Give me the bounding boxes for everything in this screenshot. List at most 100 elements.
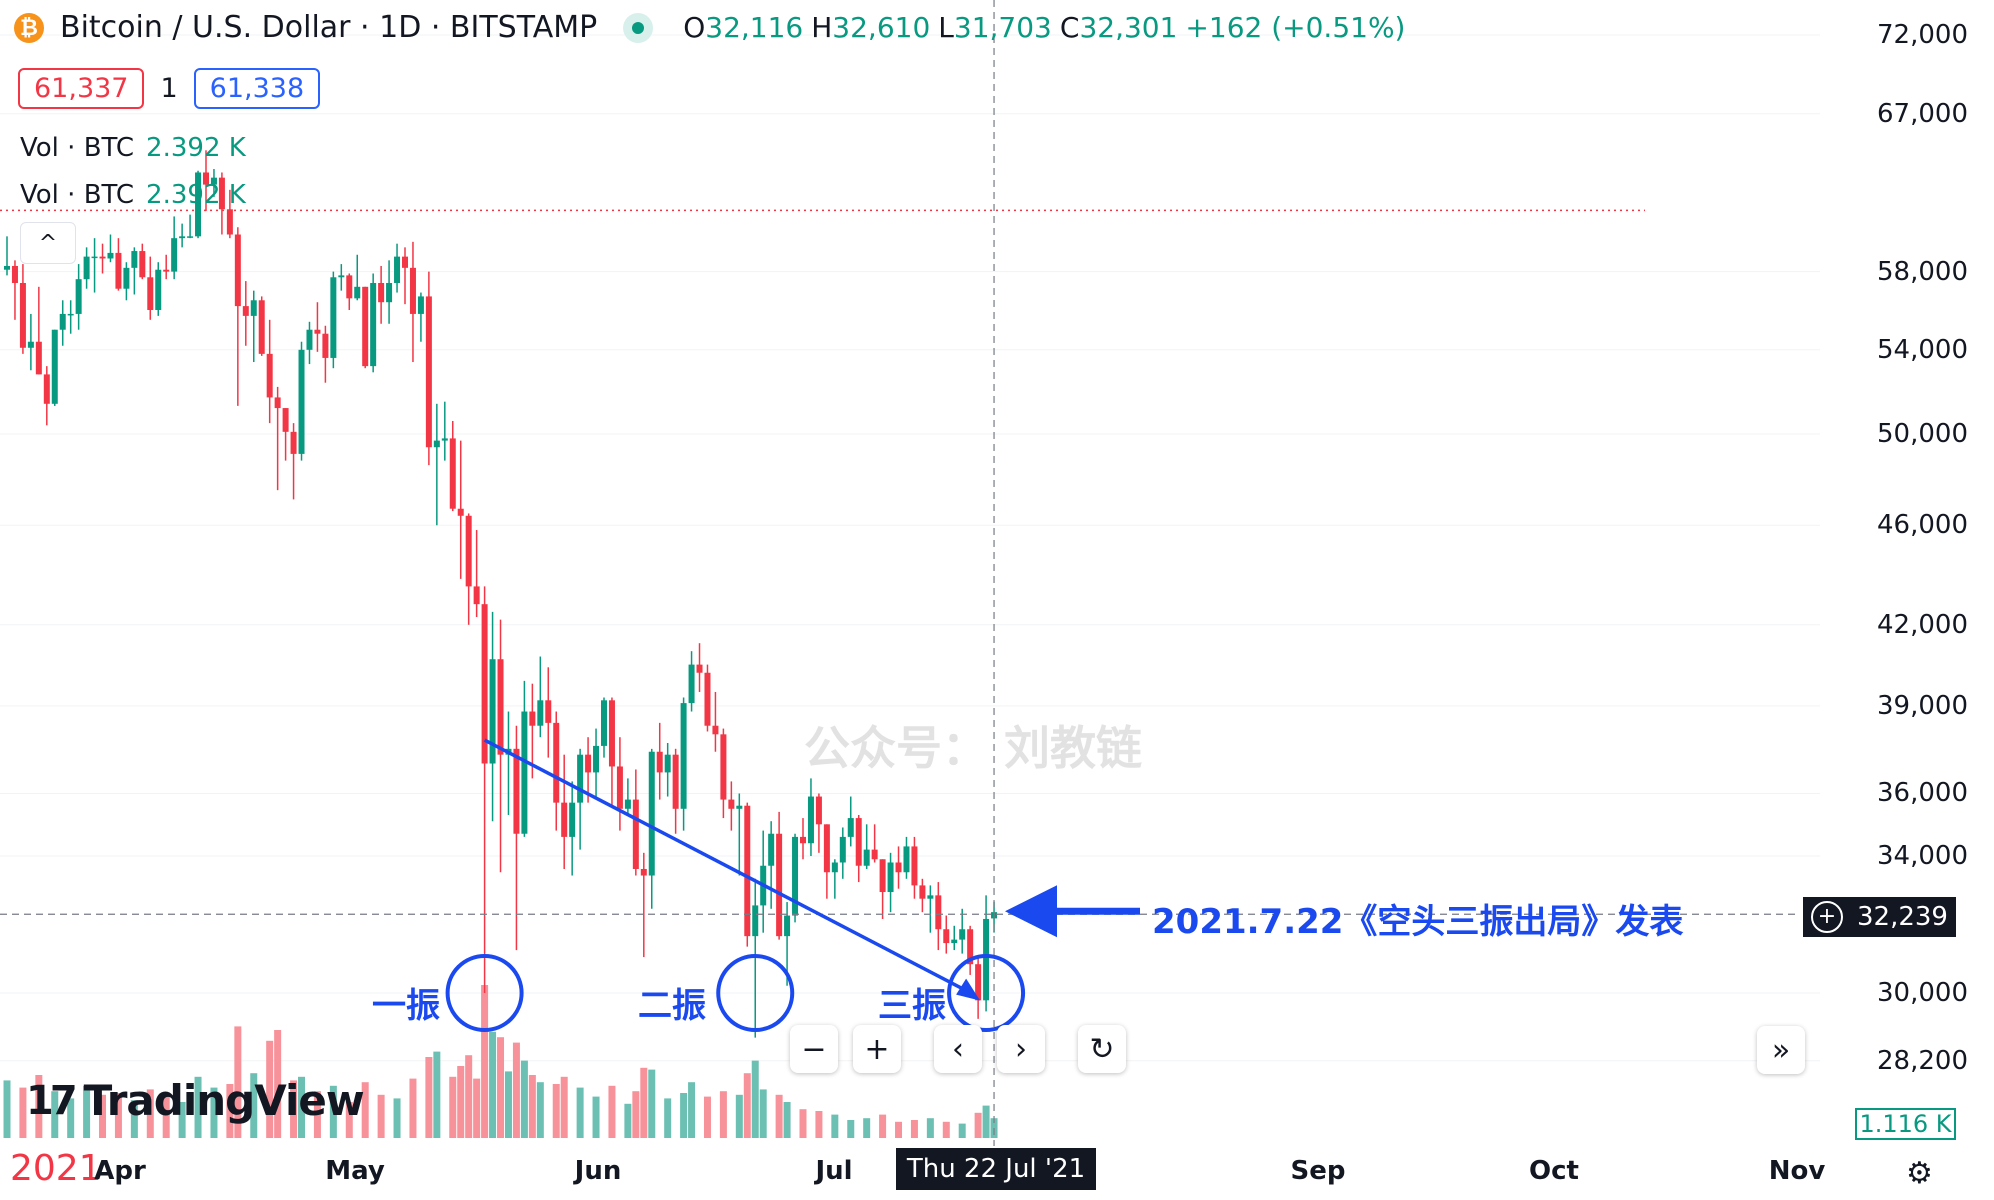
price-tick-label: 28,200 — [1877, 1045, 1968, 1076]
time-tick-label: Sep — [1290, 1156, 1346, 1186]
tradingview-logo[interactable]: 17 TradingView — [26, 1076, 365, 1125]
volume-bar — [942, 1121, 950, 1138]
trade-prices: 61,337 1 61,338 — [18, 68, 321, 109]
time-tick-label: Apr — [94, 1156, 146, 1186]
scroll-right-button[interactable]: › — [997, 1025, 1045, 1073]
candle-body — [696, 664, 703, 673]
volume-bar — [895, 1121, 903, 1138]
candle-body — [234, 234, 241, 307]
candle-body — [983, 918, 990, 1001]
double-chevron-right-icon: » — [1771, 1032, 1791, 1068]
collapse-legend-button[interactable]: ^ — [20, 222, 76, 264]
candle-body — [521, 711, 528, 834]
volume-bar — [266, 1040, 274, 1138]
volume-bar — [520, 1060, 528, 1138]
volume-legend-1[interactable]: Vol · BTC 2.392 K — [20, 133, 246, 163]
volume-bar — [3, 1080, 11, 1138]
volume-legend-2[interactable]: Vol · BTC 2.392 K — [20, 180, 246, 210]
candle-body — [943, 929, 950, 944]
volume-value: 2.392 K — [146, 133, 246, 163]
volume-bar — [226, 1084, 234, 1138]
candle-body — [624, 799, 631, 809]
annotation-announcement: 2021.7.22《空头三振出局》发表 — [1152, 902, 1684, 942]
volume-bar — [879, 1114, 887, 1138]
volume-bar — [512, 1042, 520, 1138]
candle-body — [242, 306, 249, 316]
candle-body — [115, 252, 122, 289]
candle-body — [497, 659, 504, 755]
candle-body — [815, 796, 822, 825]
buy-price-button[interactable]: 61,338 — [193, 68, 321, 109]
volume-bar — [560, 1076, 568, 1138]
annotation-shake-1: 一振 — [372, 986, 440, 1026]
tradingview-mark-icon: 17 — [26, 1077, 78, 1124]
candle-body — [608, 700, 615, 767]
candle-body — [967, 929, 974, 965]
volume-bar — [608, 1085, 616, 1138]
close-value: 32,301 — [1079, 11, 1178, 44]
candle-body — [218, 177, 225, 210]
volume-bar — [250, 1073, 258, 1138]
volume-bar — [680, 1093, 688, 1138]
volume-bar — [783, 1102, 791, 1138]
volume-bar — [178, 1102, 186, 1138]
volume-bar — [473, 1078, 481, 1138]
candle-body — [640, 868, 647, 876]
candle-body — [83, 256, 90, 280]
candle-body — [648, 751, 655, 876]
candle-body — [704, 672, 711, 726]
time-tick-label: May — [325, 1156, 385, 1186]
volume-bar — [425, 1057, 433, 1138]
close-label: C — [1059, 11, 1080, 44]
price-tick-label: 30,000 — [1877, 978, 1968, 1008]
volume-bar — [298, 1076, 306, 1138]
volume-bar — [146, 1089, 154, 1138]
current-price-label[interactable]: + 32,239 — [1803, 897, 1956, 937]
candle-body — [919, 885, 926, 899]
add-plus-icon[interactable]: + — [1811, 901, 1843, 933]
time-axis-year: 2021 — [10, 1148, 102, 1189]
candle-body — [831, 862, 838, 873]
zoom-in-button[interactable]: + — [853, 1025, 901, 1073]
candle-body — [935, 895, 942, 930]
candle-body — [513, 748, 520, 834]
candle-body — [537, 700, 544, 726]
candle-body — [975, 964, 982, 1001]
time-tick-label: Oct — [1529, 1156, 1579, 1186]
candle-body — [800, 836, 806, 844]
candle-body — [887, 862, 894, 893]
candle-body — [330, 277, 337, 358]
reset-chart-button[interactable]: ↻ — [1078, 1025, 1126, 1073]
annotation-shake-2: 二振 — [638, 986, 706, 1026]
zoom-out-button[interactable]: − — [790, 1025, 838, 1073]
crosshair-date-label: Thu 22 Jul '21 — [896, 1148, 1096, 1190]
sell-price-button[interactable]: 61,337 — [18, 68, 145, 109]
volume-label: Vol · BTC — [20, 133, 135, 163]
candle-body — [362, 286, 369, 367]
candle-body — [4, 265, 10, 270]
scroll-left-button[interactable]: ‹ — [934, 1025, 982, 1073]
volume-last-label: 1.116 K — [1855, 1108, 1956, 1140]
settings-icon[interactable]: ⚙ — [1906, 1156, 1933, 1191]
candle-body — [91, 256, 98, 259]
volume-bar — [831, 1114, 839, 1138]
candle-body — [823, 824, 830, 873]
symbol-header: ₿ Bitcoin / U.S. Dollar · 1D · BITSTAMP … — [14, 10, 1405, 45]
candle-body — [187, 236, 194, 238]
volume-bar — [719, 1091, 727, 1138]
symbol-title[interactable]: Bitcoin / U.S. Dollar · 1D · BITSTAMP — [60, 10, 598, 45]
candle-body — [163, 269, 170, 272]
bitcoin-icon: ₿ — [14, 12, 44, 43]
goto-realtime-button[interactable]: » — [1757, 1026, 1805, 1074]
volume-bar — [35, 1075, 43, 1138]
current-price-value: 32,239 — [1857, 902, 1948, 932]
volume-label: Vol · BTC — [20, 180, 135, 210]
price-tick-label: 39,000 — [1877, 690, 1968, 721]
candle-body — [402, 256, 408, 268]
volume-bar — [210, 1087, 218, 1138]
candle-body — [776, 833, 783, 937]
price-tick-label: 46,000 — [1877, 510, 1968, 541]
high-value: 32,610 — [832, 11, 931, 44]
candle-body — [378, 282, 385, 303]
